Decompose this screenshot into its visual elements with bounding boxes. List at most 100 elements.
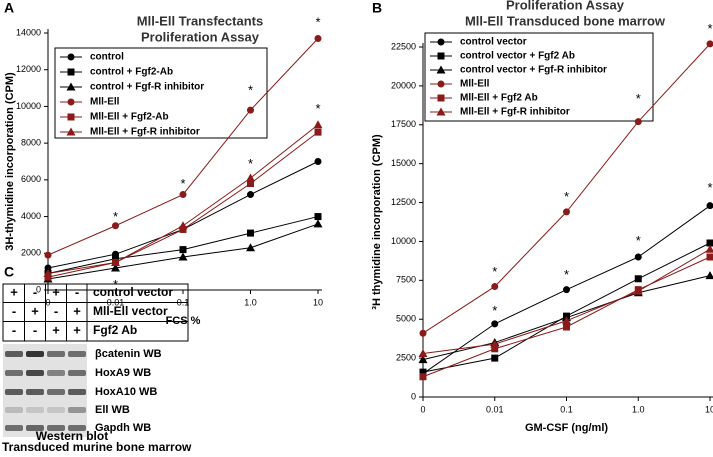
chart-title: Mll-Ell Transfectants xyxy=(137,13,263,28)
marker xyxy=(180,246,187,253)
marker xyxy=(45,252,52,259)
band xyxy=(5,407,23,413)
annotation: * xyxy=(180,176,185,191)
chart-subtitle: Mll-Ell Transduced bone marrow xyxy=(465,13,666,28)
sign: - xyxy=(12,303,16,318)
marker xyxy=(314,120,323,128)
marker xyxy=(635,118,642,125)
sign: - xyxy=(33,284,37,299)
y-tick-label: 5000 xyxy=(396,314,416,324)
band xyxy=(26,351,44,357)
legend-label: Mll-Ell xyxy=(460,79,490,90)
y-tick-label: 2500 xyxy=(396,352,416,362)
annotation: * xyxy=(492,264,497,279)
band xyxy=(47,351,65,357)
y-tick-label: 17500 xyxy=(391,119,416,129)
legend-label: Mll-Ell + Fgf2 Ab xyxy=(460,93,538,104)
y-tick-label: 22500 xyxy=(391,41,416,51)
x-axis-label: FCS % xyxy=(166,315,201,327)
band xyxy=(5,351,23,357)
annotation: * xyxy=(636,91,641,106)
marker xyxy=(563,208,570,215)
sign: + xyxy=(31,303,39,318)
band xyxy=(5,370,23,376)
y-tick-label: 12000 xyxy=(16,64,41,74)
marker xyxy=(707,202,713,209)
sign: - xyxy=(75,284,79,299)
band-label: HoxA9 WB xyxy=(95,367,151,379)
panel-label: B xyxy=(372,0,382,16)
band xyxy=(47,389,65,395)
marker xyxy=(438,95,445,102)
y-tick-label: 0 xyxy=(411,391,416,401)
marker xyxy=(246,174,255,182)
x-axis-label: GM-CSF (ng/ml) xyxy=(525,422,608,434)
panel-label: C xyxy=(4,264,14,280)
band xyxy=(26,389,44,395)
marker xyxy=(315,213,322,220)
sign: + xyxy=(52,284,60,299)
condition-label: Mll-Ell vector xyxy=(93,304,168,318)
y-tick-label: 14000 xyxy=(16,27,41,37)
x-tick-label: 0.1 xyxy=(560,404,573,414)
legend-label: Mll-Ell + Fgf-R inhibitor xyxy=(90,127,200,138)
sign: + xyxy=(73,322,81,337)
sign: + xyxy=(52,322,60,337)
marker xyxy=(438,53,445,60)
marker xyxy=(635,254,642,261)
marker xyxy=(179,221,188,229)
marker xyxy=(706,271,713,279)
sign: + xyxy=(73,303,81,318)
band-label: βcatenin WB xyxy=(95,348,162,360)
x-tick-label: 0.01 xyxy=(486,404,504,414)
legend-label: control + Fgf-R inhibitor xyxy=(90,82,204,93)
annotation: * xyxy=(248,83,253,98)
annotation: * xyxy=(113,209,118,224)
legend-label: Mll-Ell + Fgf2-Ab xyxy=(90,112,169,123)
legend-box xyxy=(55,48,267,138)
y-axis-label: 3H-thymidine incorporation (CPM) xyxy=(4,72,16,251)
annotation: * xyxy=(707,21,712,36)
annotation: * xyxy=(636,233,641,248)
x-tick-label: 10 xyxy=(705,404,713,414)
y-tick-label: 15000 xyxy=(391,158,416,168)
y-tick-label: 20000 xyxy=(391,80,416,90)
annotation: * xyxy=(315,15,320,30)
marker xyxy=(247,191,254,198)
marker xyxy=(491,355,498,362)
y-tick-label: 12500 xyxy=(391,197,416,207)
chart-title: Proliferation Assay xyxy=(506,0,625,12)
series-line xyxy=(423,243,710,372)
legend-label: control vector + Fgf2 Ab xyxy=(460,51,575,62)
legend-label: Mll-Ell xyxy=(90,97,120,108)
marker xyxy=(315,129,322,136)
y-tick-label: 10000 xyxy=(16,101,41,111)
annotation: * xyxy=(564,267,569,282)
marker xyxy=(314,219,323,227)
annotation: * xyxy=(492,303,497,318)
band xyxy=(5,425,23,431)
annotation: * xyxy=(707,180,712,195)
marker xyxy=(707,254,713,261)
marker xyxy=(315,158,322,165)
annotation: * xyxy=(248,156,253,171)
marker xyxy=(438,81,445,88)
y-tick-label: 4000 xyxy=(21,211,41,221)
marker xyxy=(68,69,75,76)
marker xyxy=(246,243,255,251)
legend-label: control + Fgf2-Ab xyxy=(90,67,173,78)
y-tick-label: 8000 xyxy=(21,138,41,148)
marker xyxy=(563,286,570,293)
legend-label: control xyxy=(90,52,124,63)
y-tick-label: 7500 xyxy=(396,275,416,285)
sign: - xyxy=(12,322,16,337)
y-tick-label: 10000 xyxy=(391,236,416,246)
marker xyxy=(491,283,498,290)
chart-subtitle: Proliferation Assay xyxy=(141,29,260,44)
legend-label: Mll-Ell + Fgf-R inhibitor xyxy=(460,107,570,118)
band xyxy=(47,370,65,376)
sign: + xyxy=(10,284,18,299)
marker xyxy=(491,320,498,327)
